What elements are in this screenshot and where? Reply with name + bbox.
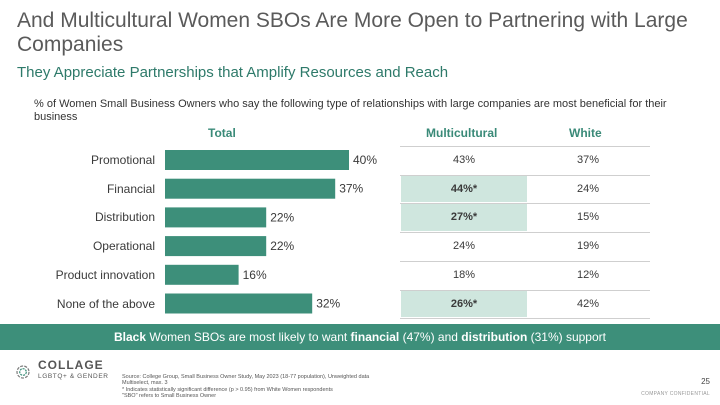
source-line: Multiselect, max. 3: [122, 380, 168, 387]
white-value: 15%: [576, 211, 600, 224]
column-header-white: White: [569, 126, 602, 140]
collage-logo-icon: [16, 365, 30, 379]
significance-highlight: [401, 174, 527, 203]
source-footnote: Source: College Group, Small Business Ow…: [122, 374, 442, 400]
page-number: 25: [701, 377, 710, 386]
banner-bold-black: Black: [114, 330, 147, 344]
significance-highlight: [401, 203, 527, 232]
banner-bold-financial: financial: [350, 330, 400, 344]
row-divider: [400, 318, 650, 320]
multicultural-value: 27%*: [450, 211, 478, 224]
logo-subtext: LGBTQ+ & GENDER: [38, 373, 109, 380]
source-line: "SBO" refers to Small Business Owner: [122, 393, 217, 400]
column-header-multicultural: Multicultural: [426, 126, 498, 140]
row-divider: [400, 174, 650, 176]
row-divider: [400, 289, 650, 291]
multicultural-value: 44%*: [450, 182, 478, 195]
total-bar-label: 40%: [353, 153, 377, 167]
white-value: 37%: [576, 154, 600, 166]
multicultural-value: 26%*: [450, 297, 478, 310]
row-label: Financial: [106, 181, 155, 196]
total-bar: [165, 264, 239, 285]
significance-highlight: [401, 289, 527, 318]
total-bar: [165, 236, 267, 257]
source-line: Source: College Group, Small Business Ow…: [122, 374, 370, 380]
survey-question: % of Women Small Business Owners who say…: [34, 98, 667, 123]
row-divider: [400, 146, 650, 147]
source-line: * Indicates statistically significant di…: [122, 386, 333, 393]
total-bar: [165, 293, 313, 314]
column-header-total: Total: [208, 126, 236, 140]
white-value: 24%: [576, 182, 600, 195]
multicultural-value: 18%: [452, 268, 476, 281]
key-insight-banner: Black Women SBOs are most likely to want…: [0, 324, 720, 350]
banner-text-3: (31%) support: [527, 330, 606, 344]
total-bar: [165, 207, 267, 228]
multicultural-value: 43%: [452, 154, 476, 166]
banner-bold-distribution: distribution: [461, 330, 528, 344]
row-label: None of the above: [56, 296, 155, 311]
row-label: Product innovation: [55, 267, 155, 282]
white-value: 42%: [576, 297, 600, 310]
row-label: Promotional: [90, 153, 155, 167]
row-divider: [400, 203, 650, 205]
total-bar-label: 22%: [270, 210, 294, 224]
row-divider: [400, 232, 650, 234]
white-value: 12%: [576, 268, 600, 281]
row-label: Operational: [92, 239, 155, 254]
banner-text-1: Women SBOs are most likely to want: [146, 330, 351, 344]
confidential-label: COMPANY CONFIDENTIAL: [641, 391, 710, 397]
logo-wordmark: COLLAGE: [38, 358, 104, 372]
total-bar-label: 37%: [339, 182, 363, 196]
multicultural-value: 24%: [452, 240, 476, 253]
banner-text-2: (47%) and: [399, 330, 462, 344]
total-bar: [165, 150, 349, 170]
page-title: And Multicultural Women SBOs Are More Op…: [17, 9, 688, 56]
page-subtitle: They Appreciate Partnerships that Amplif…: [17, 64, 449, 81]
total-bar-label: 32%: [316, 297, 340, 311]
total-bar-label: 16%: [243, 268, 267, 282]
row-divider: [400, 260, 650, 262]
white-value: 19%: [576, 240, 600, 253]
row-label: Distribution: [94, 210, 155, 225]
total-bar: [165, 178, 336, 199]
total-bar-label: 22%: [270, 239, 294, 253]
